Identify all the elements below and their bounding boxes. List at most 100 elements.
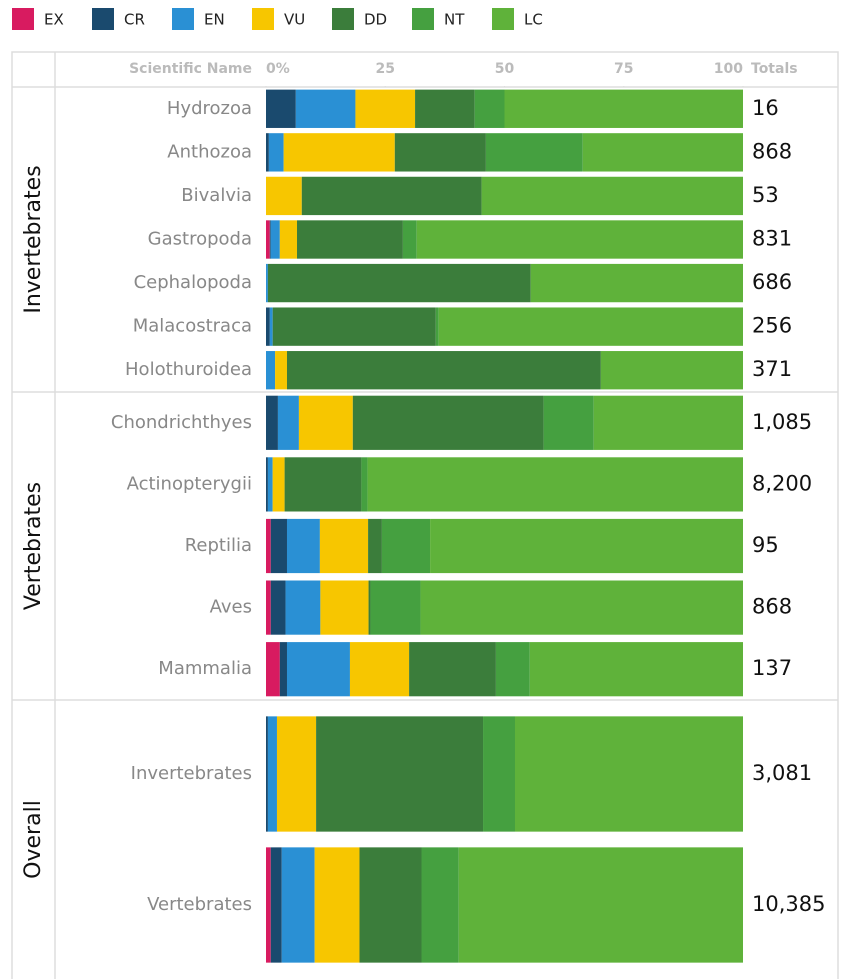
bar-segment — [286, 351, 601, 390]
bar-segment — [266, 716, 268, 832]
bar-segment — [593, 395, 743, 450]
total-label: 10,385 — [752, 892, 825, 916]
bar-segment — [352, 395, 544, 450]
legend-swatch — [412, 8, 434, 30]
bar-segment — [543, 395, 594, 450]
category-label: Reptilia — [185, 535, 252, 556]
bar-segment — [270, 580, 286, 635]
total-label: 16 — [752, 96, 779, 120]
x-tick-label: 75 — [614, 61, 633, 77]
bar-segment — [266, 351, 276, 390]
bar-segment — [435, 307, 439, 346]
bar-segment — [381, 518, 431, 574]
x-tick-label: 50 — [495, 61, 515, 77]
bar-segment — [266, 176, 302, 216]
bar-segment — [530, 263, 743, 303]
category-label: Gastropoda — [148, 229, 252, 250]
legend-label: CR — [124, 11, 145, 29]
legend-label: EN — [204, 11, 225, 29]
category-label: Holothuroidea — [125, 359, 252, 380]
total-label: 3,081 — [752, 761, 812, 785]
bar-segment — [316, 716, 484, 832]
category-label: Chondrichthyes — [111, 412, 252, 433]
bar-segment — [368, 580, 371, 635]
bar-segment — [485, 133, 583, 172]
bar-segment — [267, 263, 531, 303]
legend-swatch — [252, 8, 274, 30]
bar-segment — [438, 307, 743, 346]
bar-segment — [285, 580, 321, 635]
legend-label: DD — [364, 11, 387, 29]
bar-segment — [483, 716, 515, 832]
bar-segment — [458, 847, 743, 963]
bar-segment — [270, 220, 280, 259]
bar-segment — [272, 457, 285, 512]
bar-segment — [275, 351, 287, 390]
total-label: 1,085 — [752, 410, 812, 434]
bar-segment — [295, 89, 356, 128]
bar-segment — [301, 176, 482, 216]
bar-segment — [367, 457, 743, 512]
bar-segment — [281, 847, 315, 963]
bar-segment — [266, 518, 271, 574]
bar-segment — [266, 89, 296, 128]
legend-swatch — [492, 8, 514, 30]
legend-label: EX — [44, 11, 64, 29]
bar-segment — [368, 518, 382, 574]
bar-segment — [514, 716, 743, 832]
bar-segment — [266, 642, 280, 697]
bar-segment — [319, 518, 369, 574]
bar-segment — [481, 176, 743, 216]
bar-segment — [370, 580, 421, 635]
bar-segment — [284, 457, 362, 512]
category-label: Cephalopoda — [134, 272, 252, 293]
total-label: 53 — [752, 183, 779, 207]
category-header: Scientific Name — [129, 61, 252, 77]
total-label: 868 — [752, 595, 792, 619]
total-label: 371 — [752, 357, 792, 381]
bar-segment — [266, 263, 268, 303]
category-label: Anthozoa — [167, 141, 252, 162]
bar-segment — [320, 580, 369, 635]
bar-segment — [276, 716, 317, 832]
bar-segment — [270, 518, 287, 574]
total-label: 137 — [752, 656, 792, 680]
bar-segment — [298, 395, 353, 450]
bar-segment — [269, 307, 273, 346]
bar-segment — [409, 642, 496, 697]
legend-label: NT — [444, 11, 465, 29]
bar-segment — [394, 133, 486, 172]
bar-segment — [267, 457, 273, 512]
bar-segment — [268, 133, 284, 172]
bar-segment — [314, 847, 360, 963]
bar-segment — [349, 642, 410, 697]
legend-swatch — [12, 8, 34, 30]
bar-segment — [286, 518, 320, 574]
category-label: Invertebrates — [131, 763, 252, 784]
bar-segment — [415, 89, 475, 128]
x-tick-label: 0% — [266, 61, 290, 77]
category-label: Bivalvia — [181, 185, 252, 206]
category-label: Aves — [210, 597, 252, 618]
bar-segment — [270, 847, 282, 963]
bar-segment — [266, 847, 271, 963]
bar-segment — [269, 220, 271, 259]
totals-header: Totals — [751, 61, 798, 77]
category-label: Hydrozoa — [167, 98, 252, 119]
bar-segment — [504, 89, 743, 128]
total-label: 95 — [752, 533, 779, 557]
bar-segment — [267, 716, 277, 832]
bar-segment — [416, 220, 743, 259]
bar-segment — [582, 133, 743, 172]
group-label: Invertebrates — [21, 165, 46, 313]
x-tick-label: 25 — [376, 61, 395, 77]
bar-segment — [266, 220, 270, 259]
total-label: 831 — [752, 227, 792, 251]
bar-segment — [272, 307, 436, 346]
bar-segment — [266, 395, 278, 450]
bar-segment — [402, 220, 417, 259]
total-label: 686 — [752, 270, 792, 294]
bar-segment — [359, 847, 422, 963]
bar-segment — [277, 395, 299, 450]
